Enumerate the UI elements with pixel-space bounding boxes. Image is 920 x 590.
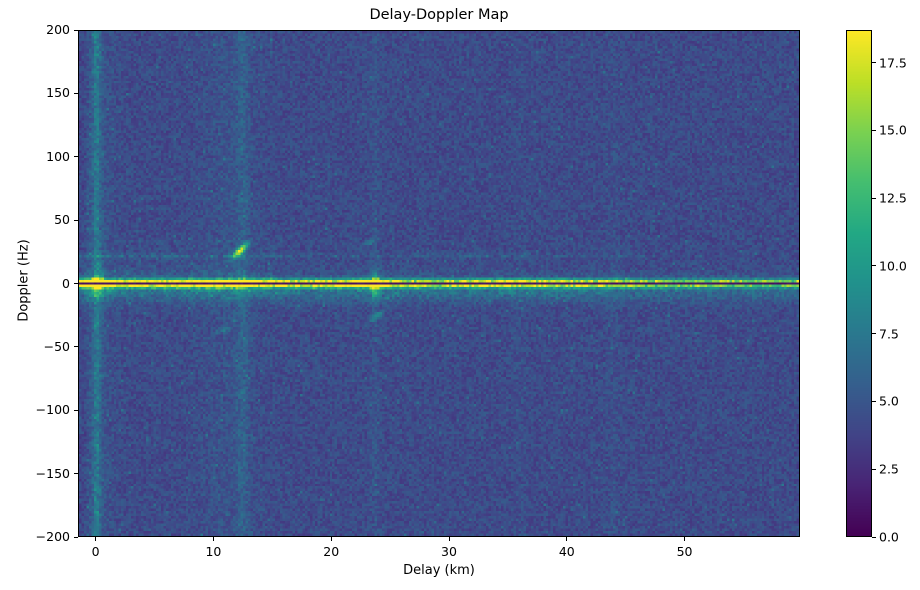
colorbar-tick-label: 10.0 [879, 258, 907, 274]
x-tick-mark [566, 537, 568, 541]
colorbar-tick-label: 17.5 [879, 55, 907, 71]
y-axis-label: Doppler (Hz) [16, 239, 32, 322]
y-tick-label: 150 [46, 85, 70, 101]
y-tick-label: −150 [35, 465, 70, 481]
y-tick-label: −100 [35, 402, 70, 418]
x-tick-mark [448, 537, 450, 541]
x-tick-mark [212, 537, 214, 541]
colorbar-tick-mark [872, 333, 876, 335]
y-tick-label: −200 [35, 529, 70, 544]
y-tick-mark [74, 346, 78, 348]
y-tick-mark [74, 283, 78, 284]
y-tick-label: 100 [46, 148, 70, 164]
colorbar-tick-label: 0.0 [879, 529, 899, 545]
colorbar-tick-mark [872, 129, 876, 131]
x-tick-mark [330, 537, 332, 541]
x-tick-label: 20 [323, 544, 340, 559]
heatmap-canvas [79, 31, 799, 536]
chart-title: Delay-Doppler Map [369, 7, 509, 23]
colorbar [846, 30, 872, 537]
x-tick-mark [684, 537, 686, 541]
x-tick-mark [95, 537, 97, 541]
y-tick-mark [74, 92, 78, 94]
colorbar-tick-label: 2.5 [879, 461, 899, 477]
colorbar-tick-mark [872, 468, 876, 470]
y-tick-mark [74, 29, 78, 31]
x-axis-label: Delay (km) [403, 563, 475, 578]
y-tick-mark [74, 473, 78, 475]
y-tick-mark [74, 409, 78, 411]
y-tick-label: 0 [62, 275, 70, 291]
colorbar-tick-label: 12.5 [879, 190, 907, 206]
y-tick-label: 50 [54, 212, 70, 228]
colorbar-tick-mark [872, 197, 876, 199]
colorbar-tick-mark [872, 400, 876, 402]
y-tick-mark [74, 536, 78, 538]
x-tick-label: 0 [91, 544, 100, 559]
x-tick-label: 50 [676, 544, 693, 559]
y-tick-label: 200 [46, 22, 70, 37]
x-tick-label: 30 [441, 544, 457, 559]
colorbar-tick-label: 5.0 [879, 393, 899, 409]
colorbar-tick-mark [872, 62, 876, 64]
colorbar-tick-label: 7.5 [879, 326, 899, 342]
plot-area [78, 30, 800, 537]
x-tick-label: 40 [558, 544, 575, 559]
y-tick-mark [74, 156, 78, 158]
y-tick-mark [74, 219, 78, 221]
colorbar-tick-mark [872, 265, 876, 267]
colorbar-canvas [847, 31, 871, 536]
colorbar-tick-label: 15.0 [879, 122, 907, 138]
x-tick-label: 10 [205, 544, 222, 559]
colorbar-tick-mark [872, 536, 876, 538]
y-tick-label: −50 [43, 338, 70, 354]
